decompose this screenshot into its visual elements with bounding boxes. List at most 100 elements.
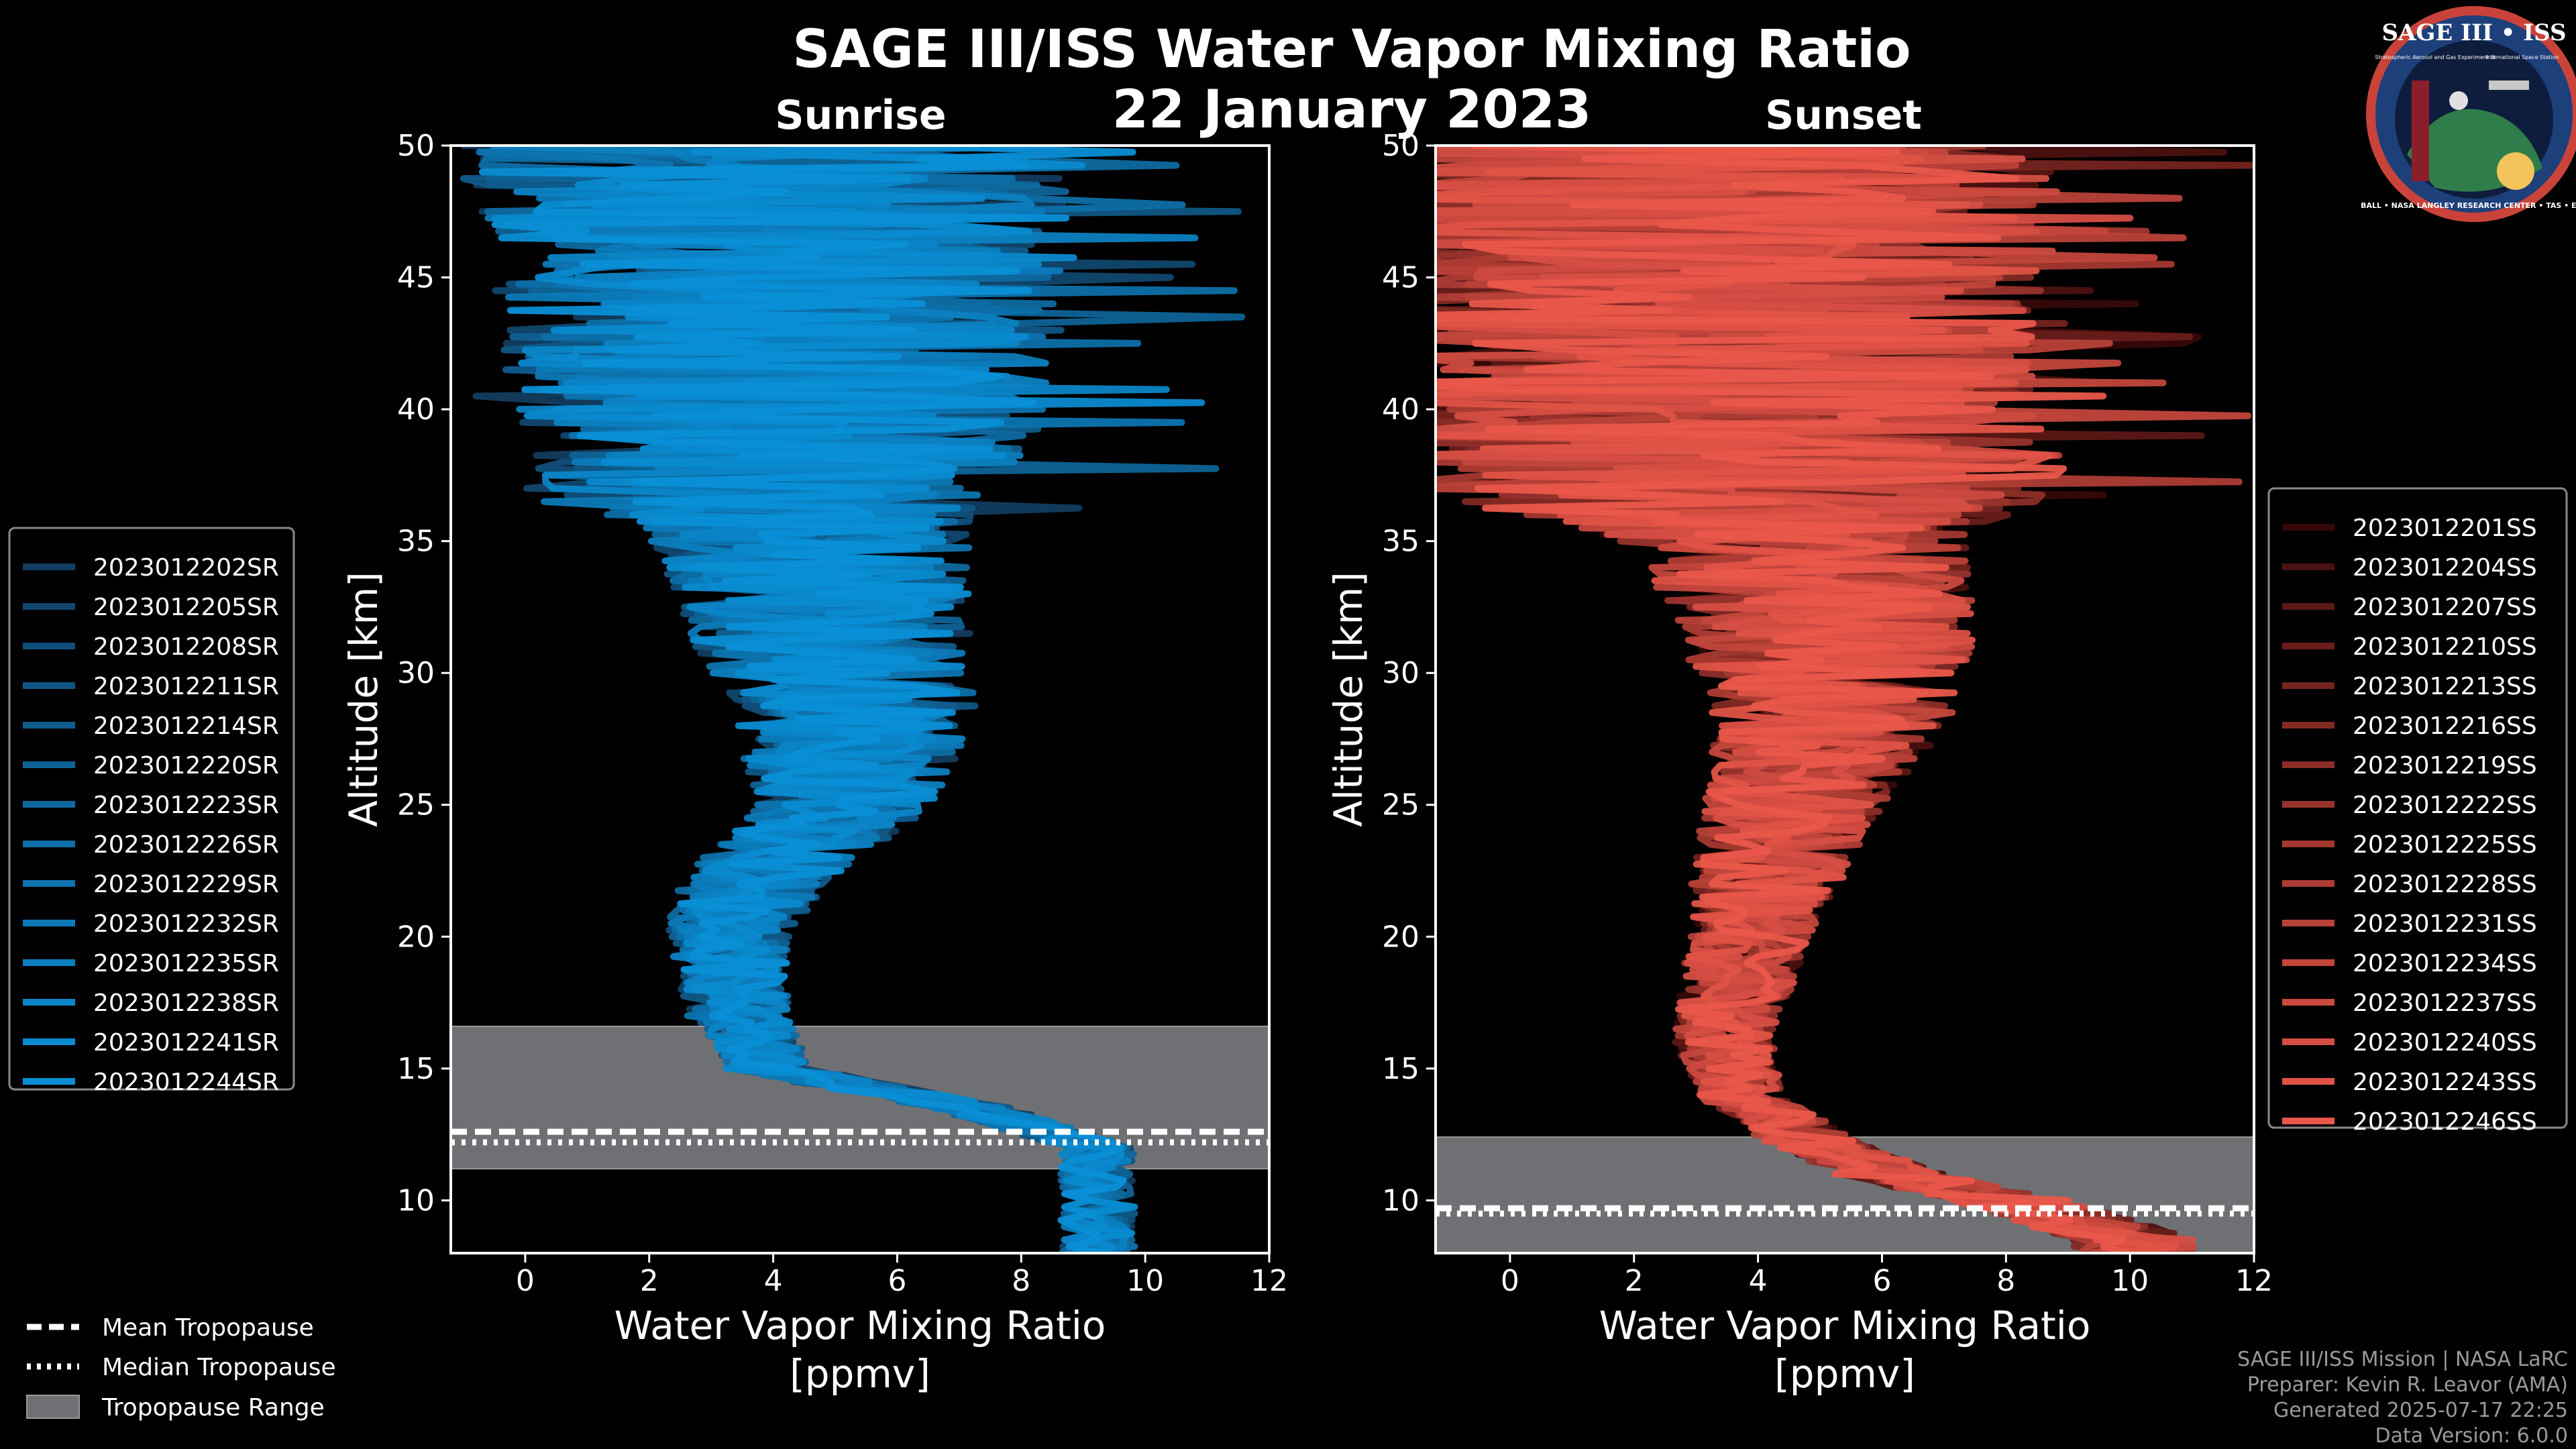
legend-label-2023012213SS: 2023012213SS	[2353, 673, 2537, 700]
y-tick-label: 40	[1382, 392, 1419, 427]
x-tick-label: 0	[516, 1264, 535, 1298]
legend-label-2023012229SR: 2023012229SR	[93, 871, 279, 898]
legend-label-2023012208SR: 2023012208SR	[93, 633, 279, 661]
legend-label-2023012223SR: 2023012223SR	[93, 792, 279, 819]
y-tick-label: 35	[1382, 525, 1419, 559]
y-tick-label: 10	[397, 1183, 435, 1218]
credit-line-4: Data Version: 6.0.0	[2375, 1424, 2568, 1448]
legend-label-2023012201SS: 2023012201SS	[2353, 515, 2537, 542]
x-tick-label: 12	[1250, 1264, 1288, 1298]
tropopause-legend: Mean Tropopause Median Tropopause Tropop…	[26, 1314, 336, 1421]
y-tick-label: 45	[397, 261, 435, 295]
legend-label-2023012246SS: 2023012246SS	[2353, 1108, 2537, 1136]
y-axis-label: Altitude [km]	[1326, 572, 1371, 826]
y-tick-label: 30	[397, 656, 435, 690]
x-tick-label: 10	[2111, 1264, 2149, 1298]
legend-label-2023012222SS: 2023012222SS	[2353, 792, 2537, 819]
logo-title: SAGE III • ISS	[2381, 19, 2566, 46]
figure-date: 22 January 2023	[1112, 80, 1592, 140]
y-tick-label: 50	[397, 129, 435, 163]
y-tick-label: 10	[1382, 1183, 1419, 1218]
profile-2023012246SS	[1436, 146, 2131, 1253]
legend-label-2023012205SR: 2023012205SR	[93, 594, 279, 621]
x-tick-label: 10	[1126, 1264, 1164, 1298]
plot-frame	[1434, 144, 2255, 1254]
legend-label-2023012238SR: 2023012238SR	[93, 989, 279, 1017]
y-tick-label: 20	[1382, 920, 1419, 954]
credit-line-3: Generated 2025-07-17 22:25	[2273, 1399, 2568, 1422]
sage-iss-logo: SAGE III • ISS Stratospheric Aerosol and…	[2361, 6, 2576, 222]
y-tick-label: 35	[397, 525, 435, 559]
legend-label-2023012231SS: 2023012231SS	[2353, 910, 2537, 938]
y-tick-label: 25	[397, 788, 435, 822]
logo-station	[2489, 80, 2529, 90]
median-tropopause-legend-label: Median Tropopause	[102, 1354, 336, 1381]
y-tick-label: 15	[1382, 1052, 1419, 1086]
sunrise-panel-title: Sunrise	[775, 92, 946, 139]
x-tick-label: 2	[1625, 1264, 1644, 1298]
y-tick-label: 45	[1382, 261, 1419, 295]
x-axis-unit: [ppmv]	[1774, 1351, 1915, 1397]
sunrise-legend: 2023012202SR 2023012205SR 2023012208SR 2023…	[8, 527, 295, 1096]
y-tick-label: 40	[397, 392, 435, 427]
y-tick-label: 15	[397, 1052, 435, 1086]
y-tick-label: 20	[397, 920, 435, 954]
logo-subtitle-right: International Space Station	[2486, 54, 2559, 60]
legend-label-2023012207SS: 2023012207SS	[2353, 594, 2537, 621]
legend-label-2023012243SS: 2023012243SS	[2353, 1069, 2537, 1096]
credits: SAGE III/ISS Mission | NASA LaRC Prepare…	[2237, 1348, 2568, 1448]
sunset-legend: 2023012201SS 2023012204SS 2023012207SS 2023…	[2267, 487, 2568, 1136]
x-axis-label: Water Vapor Mixing Ratio	[614, 1303, 1106, 1348]
sunrise-legend-frame	[8, 527, 295, 1091]
legend-label-2023012220SR: 2023012220SR	[93, 752, 279, 780]
legend-label-2023012228SS: 2023012228SS	[2353, 871, 2537, 898]
mean-tropopause-legend-label: Mean Tropopause	[102, 1314, 314, 1342]
legend-label-2023012240SS: 2023012240SS	[2353, 1029, 2537, 1057]
y-tick-label: 30	[1382, 656, 1419, 690]
y-axis-label: Altitude [km]	[341, 572, 386, 826]
legend-label-2023012219SS: 2023012219SS	[2353, 752, 2537, 780]
legend-label-2023012225SS: 2023012225SS	[2353, 831, 2537, 859]
legend-label-2023012235SR: 2023012235SR	[93, 950, 279, 977]
legend-label-2023012214SR: 2023012214SR	[93, 712, 279, 740]
credit-line-2: Preparer: Kevin R. Leavor (AMA)	[2247, 1373, 2568, 1397]
legend-label-2023012226SR: 2023012226SR	[93, 831, 279, 859]
plot-frame	[449, 144, 1271, 1254]
sunset-panel-title: Sunset	[1765, 92, 1922, 139]
sunrise-panel: 0 2 4 6 8 10 12 10 15 20 25 30 35 40 45 50 Water Vapor M…	[341, 129, 1288, 1397]
y-tick-label: 25	[1382, 788, 1419, 822]
y-tick-label: 50	[1382, 129, 1419, 163]
logo-ring-text: BALL • NASA LANGLEY RESEARCH CENTER • TA…	[2361, 201, 2576, 210]
x-axis-label: Water Vapor Mixing Ratio	[1599, 1303, 2091, 1348]
x-tick-label: 4	[1749, 1264, 1768, 1298]
sunset-panel: 0 2 4 6 8 10 12 10 15 20 25 30 35 40 45 50 Water Vapor M…	[1326, 129, 2273, 1397]
legend-label-2023012244SR: 2023012244SR	[93, 1069, 279, 1096]
x-tick-label: 0	[1501, 1264, 1519, 1298]
tropopause-range-band	[451, 1025, 1269, 1170]
legend-label-2023012232SR: 2023012232SR	[93, 910, 279, 938]
x-tick-label: 12	[2235, 1264, 2273, 1298]
logo-figure	[2412, 80, 2429, 181]
legend-label-2023012210SS: 2023012210SS	[2353, 633, 2537, 661]
legend-label-2023012211SR: 2023012211SR	[93, 673, 279, 700]
x-tick-label: 6	[888, 1264, 906, 1298]
x-tick-label: 8	[1996, 1264, 2015, 1298]
profile-lines	[460, 146, 1246, 1253]
logo-sun	[2497, 152, 2534, 190]
credit-line-1: SAGE III/ISS Mission | NASA LaRC	[2237, 1348, 2568, 1371]
logo-subtitle-left: Stratospheric Aerosol and Gas Experiment…	[2375, 54, 2495, 60]
legend-label-2023012204SS: 2023012204SS	[2353, 554, 2537, 582]
profile-2023012241SR	[492, 146, 1205, 1253]
figure-title: SAGE III/ISS Water Vapor Mixing Ratio	[792, 19, 1911, 80]
tropopause-range-legend-swatch	[26, 1395, 80, 1419]
legend-label-2023012234SS: 2023012234SS	[2353, 950, 2537, 977]
x-axis-unit: [ppmv]	[790, 1351, 930, 1397]
x-tick-label: 6	[1872, 1264, 1891, 1298]
x-tick-label: 8	[1012, 1264, 1030, 1298]
x-tick-label: 2	[640, 1264, 659, 1298]
legend-label-2023012237SS: 2023012237SS	[2353, 989, 2537, 1017]
x-tick-label: 4	[764, 1264, 783, 1298]
sunset-legend-frame	[2267, 487, 2568, 1129]
profile-lines	[1436, 146, 2254, 1253]
